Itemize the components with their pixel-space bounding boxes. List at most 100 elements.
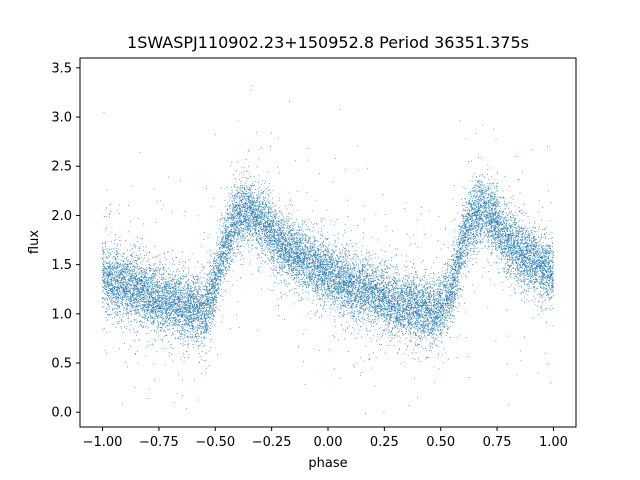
data-point (454, 298, 456, 300)
data-point (229, 231, 231, 232)
data-point (147, 302, 149, 304)
data-point (332, 280, 334, 282)
data-point (156, 301, 158, 303)
data-point (130, 298, 132, 300)
data-point (416, 294, 418, 296)
data-point (168, 306, 170, 308)
data-point (459, 266, 461, 267)
data-point (500, 221, 502, 223)
data-point (149, 299, 151, 301)
data-point (105, 272, 107, 274)
data-point (349, 307, 351, 309)
data-point (270, 226, 272, 228)
data-point (444, 302, 446, 304)
data-point (542, 295, 543, 297)
data-point (197, 331, 198, 333)
data-point (497, 232, 499, 234)
data-point (355, 257, 357, 259)
data-point (415, 298, 416, 300)
data-point (219, 274, 221, 276)
data-point (484, 225, 486, 227)
data-point (539, 283, 541, 285)
data-point (287, 234, 288, 236)
data-point (209, 233, 211, 235)
data-point (154, 306, 155, 308)
data-point (410, 303, 412, 304)
data-point (371, 277, 372, 279)
data-point (479, 189, 481, 190)
data-point (511, 250, 513, 252)
data-point (372, 315, 374, 316)
data-point (261, 147, 262, 149)
data-point (376, 299, 378, 301)
data-point (150, 309, 152, 311)
data-point (360, 271, 362, 273)
data-point (538, 257, 540, 259)
data-point (479, 221, 481, 223)
data-point (477, 201, 479, 203)
data-point (153, 318, 155, 319)
data-point (134, 265, 135, 267)
data-point (238, 192, 240, 193)
data-point (530, 267, 532, 269)
data-point (199, 296, 201, 298)
data-point (332, 301, 334, 302)
data-point (511, 250, 513, 252)
data-point (374, 307, 376, 309)
data-point (292, 272, 294, 274)
data-point (332, 267, 334, 269)
data-point (378, 289, 380, 291)
data-point (296, 249, 298, 251)
data-point (489, 240, 491, 242)
data-point (481, 239, 483, 240)
data-point (420, 280, 422, 282)
data-point (214, 295, 216, 297)
data-point (520, 281, 522, 283)
data-point (202, 305, 204, 306)
data-point (302, 248, 304, 250)
data-point (365, 252, 367, 254)
data-point (260, 204, 261, 205)
data-point (283, 280, 285, 282)
data-point (332, 254, 334, 256)
data-point (402, 307, 404, 309)
data-point (302, 256, 303, 258)
data-point (248, 224, 250, 226)
data-point (263, 199, 264, 201)
data-point (274, 237, 276, 239)
data-point (261, 215, 263, 217)
data-point (169, 302, 171, 303)
data-point (514, 222, 516, 224)
data-point (446, 298, 448, 299)
data-point (307, 267, 309, 269)
data-point (437, 352, 439, 354)
data-point (506, 227, 507, 229)
data-point (165, 315, 167, 317)
data-point (513, 273, 515, 275)
data-point (399, 320, 401, 322)
data-point (460, 255, 462, 257)
data-point (453, 309, 455, 311)
data-point (406, 318, 407, 320)
data-point (198, 300, 200, 302)
data-point (506, 241, 507, 243)
data-point (344, 271, 346, 273)
data-point (294, 256, 296, 258)
data-point (209, 283, 211, 285)
data-point (459, 234, 461, 236)
data-point (409, 237, 411, 239)
data-point (403, 277, 405, 279)
data-point (104, 293, 105, 294)
data-point (302, 261, 304, 263)
data-point (209, 292, 210, 294)
data-point (314, 279, 316, 280)
data-point (302, 278, 304, 280)
data-point (151, 312, 152, 313)
data-point (411, 352, 413, 354)
data-point (358, 270, 360, 272)
data-point (266, 221, 268, 222)
data-point (434, 273, 436, 275)
data-point (423, 336, 425, 338)
data-point (421, 314, 423, 316)
data-point (323, 275, 325, 277)
